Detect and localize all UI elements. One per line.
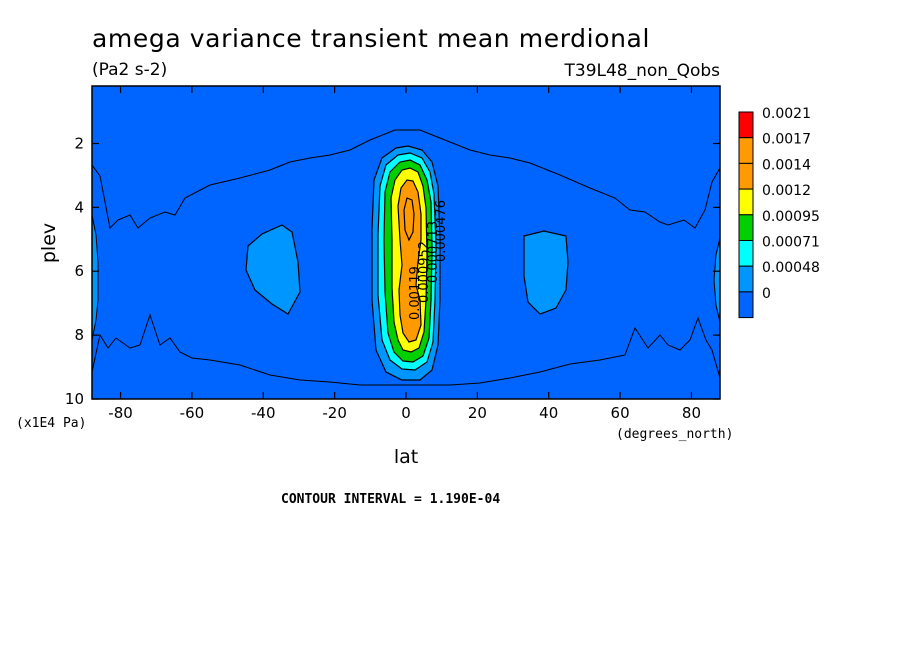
y-tick-label: 2	[74, 134, 84, 152]
legend-swatch	[738, 111, 754, 139]
contour-label: 0.000476	[434, 200, 449, 262]
legend-label: 0.00048	[762, 260, 820, 276]
contour-label: 0.00119	[408, 266, 423, 320]
contour-fill-0.000476-south	[245, 224, 301, 315]
x-tick-label: -80	[108, 404, 133, 422]
legend: 0.0021 0.0017 0.0014 0.0012 0.00095 0.00071 0.…	[738, 106, 820, 319]
legend-swatch	[738, 188, 754, 216]
dataset-name: T39L48_non_Qobs	[564, 61, 721, 81]
x-tick-label: 20	[468, 404, 487, 422]
chart-title: amega variance transient mean merdional	[92, 24, 650, 53]
x-tick-label: 0	[401, 404, 411, 422]
x-tick-label: -60	[180, 404, 205, 422]
contour-line-upper	[91, 129, 721, 230]
contour-line-lower	[91, 313, 721, 386]
legend-label: 0.0017	[762, 132, 811, 148]
contour-fill-level6	[403, 197, 415, 242]
x-axis-label: lat	[394, 446, 418, 468]
legend-label: 0	[762, 286, 771, 302]
contour-interval-note: CONTOUR INTERVAL = 1.190E-04	[281, 492, 500, 507]
legend-swatch	[738, 291, 754, 319]
x-tick-label: 60	[611, 404, 630, 422]
legend-swatch	[738, 162, 754, 190]
contour-label-group: 0.000476 0.000713 0.000952 0.00119	[408, 200, 449, 320]
y-tick-label: 8	[74, 326, 84, 344]
y-tick-label: 6	[74, 262, 84, 280]
legend-swatch	[738, 137, 754, 164]
legend-label: 0.0014	[762, 157, 811, 173]
legend-label: 0.0021	[762, 106, 811, 122]
y-axis-units: (x1E4 Pa)	[16, 416, 86, 431]
y-axis-label: plev	[38, 223, 60, 263]
contour-label: 0.000952	[417, 241, 432, 303]
chart-units: (Pa2 s-2)	[92, 60, 167, 80]
y-tick-label: 10	[65, 390, 84, 408]
x-tick-label: -20	[322, 404, 347, 422]
legend-label: 0.00071	[762, 235, 820, 251]
legend-label: 0.0012	[762, 183, 811, 199]
legend-label: 0.00095	[762, 209, 820, 225]
x-tick-label: -40	[251, 404, 276, 422]
plot-area: 0.000476 0.000713 0.000952 0.00119	[91, 85, 721, 400]
contour-fill-level5	[397, 179, 422, 343]
x-tick-label: 80	[682, 404, 701, 422]
legend-swatch	[738, 265, 754, 293]
y-axis: 2 4 6 8 10	[65, 134, 720, 408]
contour-fill-0.000476-north	[523, 230, 569, 315]
contour-label: 0.000713	[426, 221, 441, 283]
legend-swatch	[738, 214, 754, 242]
x-axis-units: (degrees_north)	[616, 427, 733, 442]
x-axis: -80 -60 -40 -20 0 20 40 60 80	[108, 86, 701, 422]
legend-swatch	[738, 240, 754, 267]
x-tick-label: 40	[539, 404, 558, 422]
y-tick-label: 4	[74, 198, 84, 216]
